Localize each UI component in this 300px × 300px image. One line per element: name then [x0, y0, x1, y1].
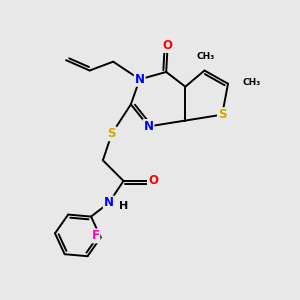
Text: H: H — [119, 201, 128, 211]
Text: N: N — [104, 196, 114, 209]
Text: S: S — [218, 108, 226, 121]
Text: O: O — [148, 174, 158, 188]
Text: N: N — [135, 73, 145, 86]
Text: N: N — [143, 120, 154, 133]
Text: O: O — [163, 39, 173, 52]
Text: CH₃: CH₃ — [242, 78, 260, 87]
Text: CH₃: CH₃ — [197, 52, 215, 61]
Text: S: S — [107, 127, 116, 140]
Text: F: F — [92, 230, 99, 242]
